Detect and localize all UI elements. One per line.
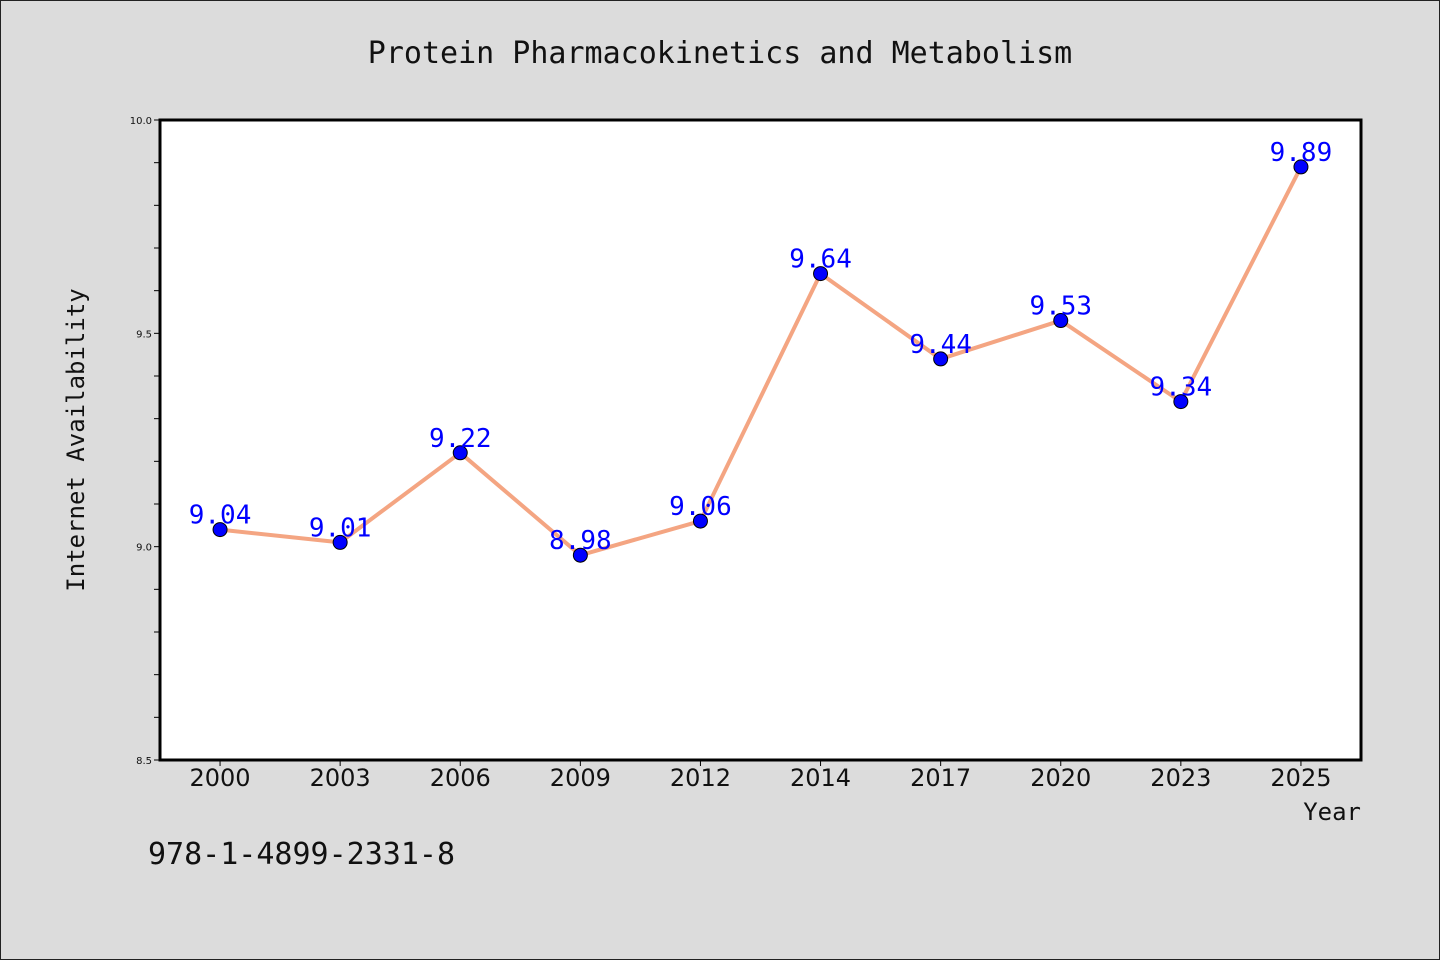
data-point xyxy=(933,351,949,367)
x-tick-label: 2014 xyxy=(790,764,851,792)
data-label: 9.89 xyxy=(1270,138,1333,168)
data-label: 9.04 xyxy=(189,501,252,531)
data-label: 8.98 xyxy=(549,526,612,556)
chart-title: Protein Pharmacokinetics and Metabolism xyxy=(368,36,1072,71)
y-axis-ticks: 8.5 9.0 9.5 10.0 xyxy=(130,116,160,767)
data-point xyxy=(1053,313,1069,329)
x-tick-label: 2025 xyxy=(1270,764,1331,792)
y-tick-label: 9.0 xyxy=(136,543,152,554)
x-tick-label: 2012 xyxy=(670,764,731,792)
plot-area xyxy=(158,118,1363,762)
y-tick-label: 10.0 xyxy=(130,116,152,127)
data-label: 9.64 xyxy=(789,245,852,275)
data-point xyxy=(572,547,588,563)
data-point xyxy=(692,513,708,529)
x-tick-label: 2003 xyxy=(310,764,371,792)
series-layer: 9.04 9.01 9.22 8.98 9.06 9.64 9.44 9.53 9.34 9.89 xyxy=(189,138,1333,563)
data-point xyxy=(452,445,468,461)
x-tick-label: 2017 xyxy=(910,764,971,792)
series-line xyxy=(219,166,1303,558)
x-tick-label: 2009 xyxy=(550,764,611,792)
data-label: 9.44 xyxy=(909,330,972,360)
y-tick-label: 8.5 xyxy=(136,756,152,767)
isbn-text: 978-1-4899-2331-8 xyxy=(148,837,455,872)
data-label: 9.53 xyxy=(1029,292,1092,322)
data-point xyxy=(212,522,228,538)
y-tick-label: 9.5 xyxy=(136,329,152,340)
data-point xyxy=(1293,159,1309,175)
data-label: 9.06 xyxy=(669,492,732,522)
data-point xyxy=(813,266,829,282)
x-axis-ticks: 2000 2003 2006 2009 2012 2014 2017 2020 2023 2025 xyxy=(190,760,1331,792)
x-tick-label: 2006 xyxy=(430,764,491,792)
y-axis-label: Internet Availability xyxy=(62,288,90,591)
data-label: 9.22 xyxy=(429,424,492,454)
x-tick-label: 2000 xyxy=(190,764,251,792)
x-tick-label: 2020 xyxy=(1030,764,1091,792)
data-point xyxy=(332,534,348,550)
data-label: 9.01 xyxy=(309,513,372,543)
x-tick-label: 2023 xyxy=(1150,764,1211,792)
x-axis-label: Year xyxy=(1303,798,1361,826)
data-label: 9.34 xyxy=(1150,373,1213,403)
data-point xyxy=(1173,394,1189,410)
